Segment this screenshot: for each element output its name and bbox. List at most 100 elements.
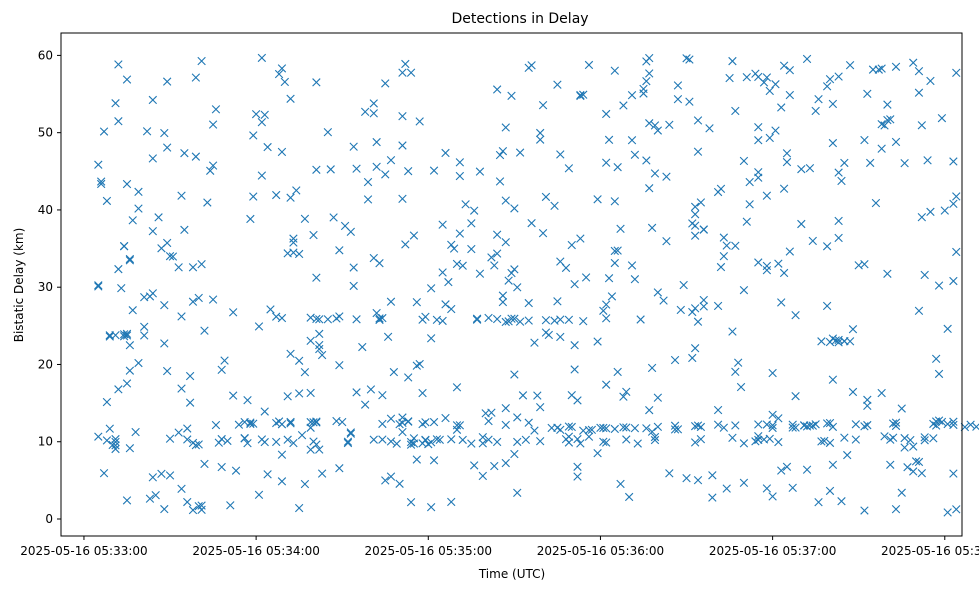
- data-point: [883, 269, 892, 278]
- data-point: [802, 54, 812, 64]
- data-point: [762, 484, 772, 493]
- data-point: [177, 484, 186, 493]
- data-point: [799, 421, 809, 430]
- data-point: [914, 457, 924, 467]
- data-point: [874, 65, 883, 74]
- data-point: [888, 433, 898, 442]
- data-point: [556, 150, 565, 159]
- data-point: [369, 109, 378, 118]
- data-point: [504, 276, 513, 285]
- data-point: [690, 210, 700, 219]
- data-point: [501, 317, 510, 327]
- data-point: [151, 491, 160, 500]
- data-point: [903, 463, 912, 472]
- data-point: [863, 89, 872, 98]
- data-point: [630, 275, 640, 284]
- data-point: [622, 423, 631, 432]
- data-point: [877, 119, 886, 129]
- data-point: [498, 146, 508, 156]
- data-point: [183, 497, 192, 507]
- data-point: [682, 474, 691, 483]
- data-point: [272, 418, 281, 428]
- data-point: [484, 313, 493, 323]
- data-point: [492, 249, 502, 258]
- data-point: [185, 398, 195, 407]
- data-point: [148, 95, 158, 105]
- data-point: [650, 432, 660, 442]
- data-point: [203, 198, 212, 207]
- data-point: [165, 471, 175, 480]
- data-point: [820, 436, 829, 446]
- data-point: [128, 306, 137, 315]
- data-point: [294, 249, 304, 259]
- y-tick-label: 0: [45, 512, 53, 526]
- data-point: [498, 297, 508, 307]
- data-point: [111, 444, 120, 454]
- data-point: [251, 109, 261, 119]
- data-point: [501, 420, 510, 430]
- data-point: [602, 300, 611, 309]
- data-point: [765, 86, 774, 96]
- data-point: [693, 147, 703, 156]
- data-point: [777, 103, 786, 112]
- data-point: [294, 503, 304, 513]
- data-point: [381, 476, 390, 485]
- data-point: [897, 488, 906, 497]
- data-point: [837, 497, 846, 506]
- data-point: [412, 455, 421, 464]
- data-point: [762, 266, 772, 275]
- data-point: [452, 259, 462, 269]
- data-point: [429, 417, 439, 427]
- data-point: [834, 72, 843, 81]
- data-point: [162, 238, 172, 248]
- data-point: [602, 158, 611, 167]
- data-point: [343, 438, 353, 448]
- data-point: [260, 110, 269, 120]
- data-point: [779, 61, 789, 70]
- data-point: [533, 391, 542, 400]
- data-point: [576, 90, 585, 100]
- data-point: [117, 284, 126, 293]
- data-point: [949, 276, 958, 286]
- data-point: [421, 435, 430, 444]
- data-point: [283, 435, 292, 444]
- data-point: [607, 292, 617, 301]
- data-point: [570, 365, 579, 374]
- data-point: [934, 416, 944, 425]
- data-point: [406, 68, 416, 77]
- data-point: [524, 418, 533, 427]
- data-point: [865, 158, 875, 168]
- data-point: [602, 314, 611, 323]
- data-point: [277, 477, 287, 486]
- data-point: [762, 73, 772, 82]
- data-point: [122, 75, 132, 84]
- data-point: [277, 147, 287, 157]
- data-point: [728, 433, 737, 442]
- data-point: [329, 213, 338, 222]
- data-point: [206, 166, 215, 175]
- data-point: [495, 177, 505, 186]
- data-point: [943, 419, 952, 429]
- data-point: [157, 469, 166, 478]
- data-point: [386, 437, 396, 446]
- data-point: [447, 240, 456, 249]
- data-point: [277, 450, 287, 459]
- data-point: [622, 387, 631, 397]
- data-point: [949, 199, 958, 209]
- data-point: [160, 504, 169, 514]
- data-point: [200, 326, 209, 335]
- data-point: [653, 126, 663, 135]
- data-point: [860, 422, 869, 431]
- data-point: [260, 407, 269, 416]
- data-point: [814, 95, 823, 104]
- data-point: [576, 439, 585, 448]
- data-point: [848, 325, 858, 334]
- data-point: [802, 422, 812, 431]
- data-point: [553, 297, 562, 306]
- data-point: [966, 420, 975, 429]
- y-axis: 0 10 20 30 40 50 60: [38, 48, 61, 526]
- data-point: [188, 263, 198, 272]
- data-point: [653, 288, 663, 297]
- data-point: [99, 127, 109, 136]
- data-point: [315, 445, 324, 454]
